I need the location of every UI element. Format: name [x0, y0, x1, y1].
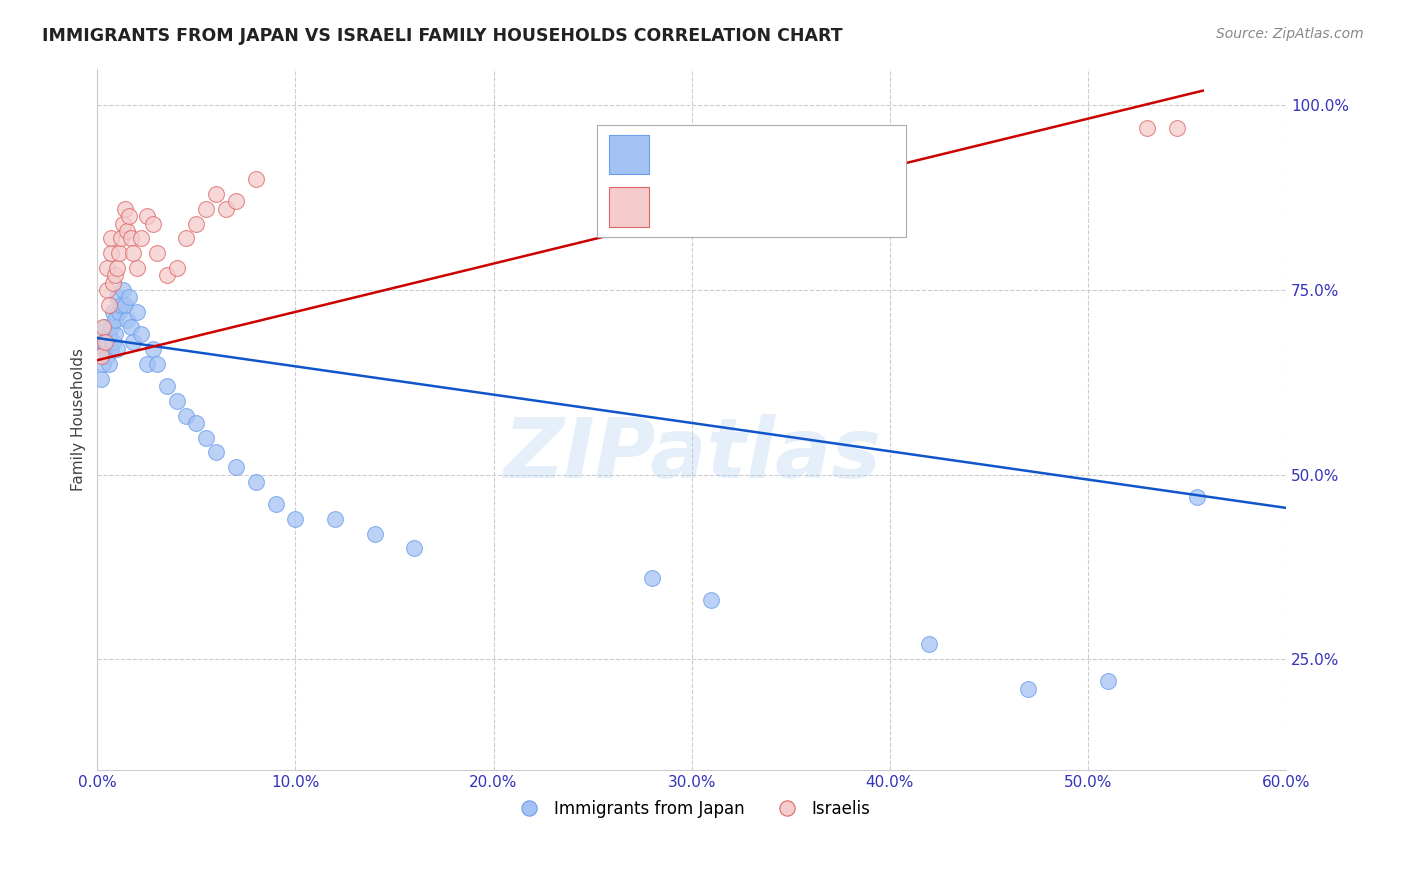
Legend: Immigrants from Japan, Israelis: Immigrants from Japan, Israelis — [506, 794, 877, 825]
Point — [215, 202, 238, 216]
Point — [94, 342, 117, 356]
Point — [104, 268, 127, 283]
Point — [120, 231, 142, 245]
Point — [135, 209, 157, 223]
Point — [166, 260, 188, 275]
Point — [264, 497, 287, 511]
Point — [96, 350, 118, 364]
Point — [225, 194, 247, 209]
Point — [96, 260, 118, 275]
Point — [100, 231, 122, 245]
Point — [1017, 681, 1039, 696]
Point — [114, 298, 136, 312]
Point — [205, 187, 228, 202]
Point — [118, 209, 141, 223]
Point — [125, 260, 148, 275]
Point — [110, 231, 132, 245]
Point — [112, 217, 135, 231]
Point — [245, 475, 267, 489]
Point — [90, 371, 112, 385]
Point — [108, 246, 131, 260]
Point — [146, 246, 169, 260]
Point — [103, 305, 125, 319]
Point — [103, 334, 125, 349]
Point — [98, 298, 121, 312]
Point — [94, 334, 117, 349]
Point — [142, 342, 165, 356]
Point — [1166, 120, 1188, 135]
Point — [918, 638, 941, 652]
Text: Source: ZipAtlas.com: Source: ZipAtlas.com — [1216, 27, 1364, 41]
Point — [641, 571, 664, 585]
Point — [118, 290, 141, 304]
Point — [122, 246, 145, 260]
Point — [115, 224, 138, 238]
Point — [100, 320, 122, 334]
Point — [284, 512, 307, 526]
Point — [115, 312, 138, 326]
Text: IMMIGRANTS FROM JAPAN VS ISRAELI FAMILY HOUSEHOLDS CORRELATION CHART: IMMIGRANTS FROM JAPAN VS ISRAELI FAMILY … — [42, 27, 842, 45]
Text: ZIPatlas: ZIPatlas — [503, 414, 880, 495]
Point — [91, 357, 114, 371]
Point — [323, 512, 346, 526]
Point — [700, 593, 723, 607]
Point — [112, 283, 135, 297]
Point — [404, 541, 426, 556]
Point — [205, 445, 228, 459]
Point — [96, 334, 118, 349]
Point — [135, 357, 157, 371]
Point — [114, 202, 136, 216]
Point — [108, 305, 131, 319]
Point — [245, 172, 267, 186]
Point — [186, 217, 208, 231]
Point — [120, 320, 142, 334]
Point — [129, 327, 152, 342]
Point — [98, 357, 121, 371]
Point — [105, 342, 128, 356]
Point — [1136, 120, 1159, 135]
Point — [1097, 674, 1119, 689]
Point — [156, 268, 179, 283]
Point — [186, 416, 208, 430]
Point — [363, 526, 385, 541]
Point — [142, 217, 165, 231]
Point — [90, 350, 112, 364]
Point — [176, 409, 198, 423]
Y-axis label: Family Households: Family Households — [72, 348, 86, 491]
Point — [129, 231, 152, 245]
Point — [110, 298, 132, 312]
Point — [225, 460, 247, 475]
Point — [104, 312, 127, 326]
Point — [146, 357, 169, 371]
Point — [104, 327, 127, 342]
Point — [105, 260, 128, 275]
Point — [103, 276, 125, 290]
Point — [91, 334, 114, 349]
Point — [105, 290, 128, 304]
Point — [195, 431, 218, 445]
Point — [122, 334, 145, 349]
Point — [96, 283, 118, 297]
Point — [100, 342, 122, 356]
Point — [125, 305, 148, 319]
Point — [1185, 490, 1208, 504]
Point — [91, 320, 114, 334]
Point — [176, 231, 198, 245]
Point — [195, 202, 218, 216]
Point — [100, 246, 122, 260]
Point — [166, 393, 188, 408]
Point — [156, 379, 179, 393]
Point — [98, 327, 121, 342]
Point — [94, 320, 117, 334]
